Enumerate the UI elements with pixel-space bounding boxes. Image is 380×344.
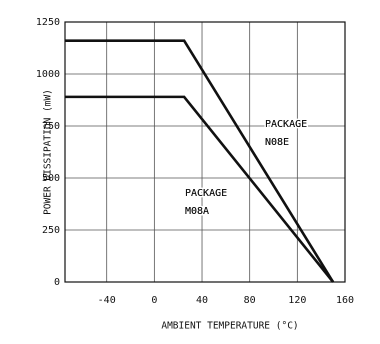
- series-label: N08E: [265, 137, 289, 148]
- y-tick-label: 1000: [36, 69, 60, 80]
- y-tick-label: 250: [42, 225, 60, 236]
- x-axis-title: AMBIENT TEMPERATURE (°C): [161, 321, 298, 332]
- series-label: M08A: [185, 206, 209, 217]
- series-label: PACKAGE: [265, 119, 307, 130]
- x-tick-label: -40: [98, 295, 116, 306]
- y-axis-title: POWER DISSIPATION (mW): [43, 89, 54, 215]
- y-tick-label: 750: [42, 121, 60, 132]
- series-label: PACKAGE: [185, 188, 227, 199]
- series-label: M08A: [185, 206, 209, 217]
- series-line: [65, 95, 335, 283]
- y-tick-label: 0: [54, 277, 60, 288]
- series-label: N08E: [265, 137, 289, 148]
- x-tick-label: 0: [151, 295, 157, 306]
- series-label: PACKAGE: [265, 119, 307, 130]
- series-line: [65, 39, 335, 283]
- plot-frame: [64, 21, 346, 283]
- x-tick-label: 120: [288, 295, 306, 306]
- y-tick-label: 500: [42, 173, 60, 184]
- x-tick-label: 40: [196, 295, 208, 306]
- y-tick-label: 1250: [36, 17, 60, 28]
- x-tick-label: 80: [244, 295, 256, 306]
- series-label: PACKAGE: [185, 188, 227, 199]
- x-tick-label: 160: [336, 295, 354, 306]
